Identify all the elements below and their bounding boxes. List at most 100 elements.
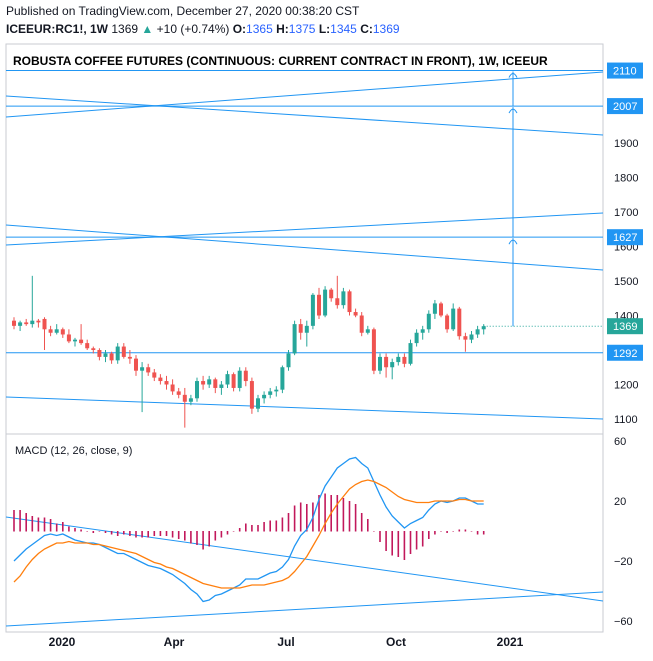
price-tick-1900: 1900 [614, 138, 638, 150]
open-label: O: [232, 22, 247, 36]
low-value: 1345 [330, 22, 357, 36]
candle-body [280, 367, 285, 390]
candle-body [304, 325, 309, 333]
macd-trend-line [5, 591, 604, 627]
candle-body [420, 329, 425, 333]
candle-body [231, 374, 236, 388]
candle-body [378, 356, 382, 371]
candle-body [79, 339, 84, 344]
open-value: 1365 [246, 22, 273, 36]
candle-body [66, 334, 71, 342]
candle-body [371, 329, 376, 371]
candle-body [414, 332, 419, 344]
candle-body [48, 329, 53, 333]
date-tick-2021: 2021 [497, 635, 524, 649]
candle-body [249, 381, 254, 409]
candle-body [439, 303, 443, 316]
target-arrow-head [508, 108, 518, 114]
candle-body [469, 334, 474, 340]
candle-body [18, 322, 23, 326]
candle-body [42, 318, 47, 330]
signal-line [13, 479, 484, 589]
trend-line [5, 212, 604, 246]
target-arrow-head [508, 73, 518, 78]
candle-body [36, 320, 41, 323]
trend-line [5, 95, 604, 136]
level-tag-2007-text: 2007 [613, 101, 637, 113]
last-price-tag-text: 1369 [613, 321, 637, 333]
high-label: H: [276, 22, 289, 36]
candle-body [451, 308, 456, 330]
candle-body [481, 326, 486, 330]
candle-body [329, 289, 334, 299]
level-tag-2110-text: 2110 [613, 66, 637, 78]
candle-body [463, 336, 468, 340]
candle-body [152, 372, 157, 378]
date-tick-apr: Apr [164, 635, 185, 649]
candle-body [426, 313, 431, 330]
price-tick-1200: 1200 [614, 380, 638, 392]
macd-tick-20: 20 [614, 496, 626, 508]
candle-body [457, 308, 462, 337]
macd-tick-neg20: −20 [614, 556, 633, 568]
candle-body [286, 353, 291, 368]
candle-body [176, 391, 181, 395]
candle-body [91, 348, 96, 350]
candle-body [323, 289, 328, 316]
candle-body [402, 356, 407, 364]
date-tick-2020: 2020 [49, 635, 76, 649]
candle-body [317, 294, 321, 316]
symbol-timeframe: ICEEUR:RC1!, 1W [6, 22, 109, 36]
candle-body [164, 381, 169, 385]
candle-body [170, 384, 175, 392]
candle-body [24, 322, 29, 325]
date-tick-oct: Oct [386, 635, 406, 649]
candle-body [384, 356, 389, 368]
price-pane-title: ROBUSTA COFFEE FUTURES (CONTINUOUS: CURR… [13, 54, 548, 68]
candle-body [390, 362, 395, 368]
candle-body [134, 358, 138, 371]
trend-line [5, 71, 604, 118]
candle-body [219, 384, 224, 388]
level-tag-2007: 2007 [607, 98, 643, 115]
last-price: 1369 [111, 22, 139, 36]
candle-body [298, 324, 303, 333]
macd-tick-60: 60 [614, 436, 626, 448]
target-arrow-head [508, 239, 518, 245]
candle-body [353, 312, 358, 316]
level-tag-1292: 1292 [607, 344, 643, 361]
candle-body [445, 315, 450, 330]
candle-body [243, 370, 248, 382]
last-price-tag: 1369 [607, 318, 643, 335]
candle-body [54, 329, 59, 333]
candle-body [188, 398, 193, 402]
price-tick-1700: 1700 [614, 207, 638, 219]
candle-body [103, 353, 108, 357]
candle-body [310, 294, 315, 326]
candle-body [256, 398, 260, 409]
candle-body [121, 346, 126, 357]
symbol-legend: ICEEUR:RC1!, 1W 1369 ▲ +10 (+0.74%) O:13… [6, 22, 400, 36]
candle-body [292, 324, 297, 354]
trend-line [5, 224, 604, 271]
candle-body [146, 367, 151, 373]
level-tag-2110: 2110 [607, 62, 643, 79]
candle-body [268, 391, 273, 395]
high-value: 1375 [288, 22, 316, 36]
candle-body [396, 356, 401, 363]
candle-body [408, 343, 413, 364]
candle-body [365, 329, 370, 333]
candle-body [262, 394, 267, 399]
level-tag-1292-text: 1292 [613, 348, 637, 360]
low-label: L: [318, 22, 331, 36]
macd-pane-title: MACD (12, 26, close, 9) [15, 445, 132, 457]
candle-body [359, 315, 364, 333]
plot-frame [5, 43, 604, 633]
candle-body [60, 329, 65, 335]
level-tag-1627-text: 1627 [613, 232, 637, 244]
change-arrow-icon: ▲ [141, 22, 154, 36]
candle-body [335, 298, 340, 306]
candle-body [225, 374, 230, 385]
candle-body [30, 320, 35, 325]
